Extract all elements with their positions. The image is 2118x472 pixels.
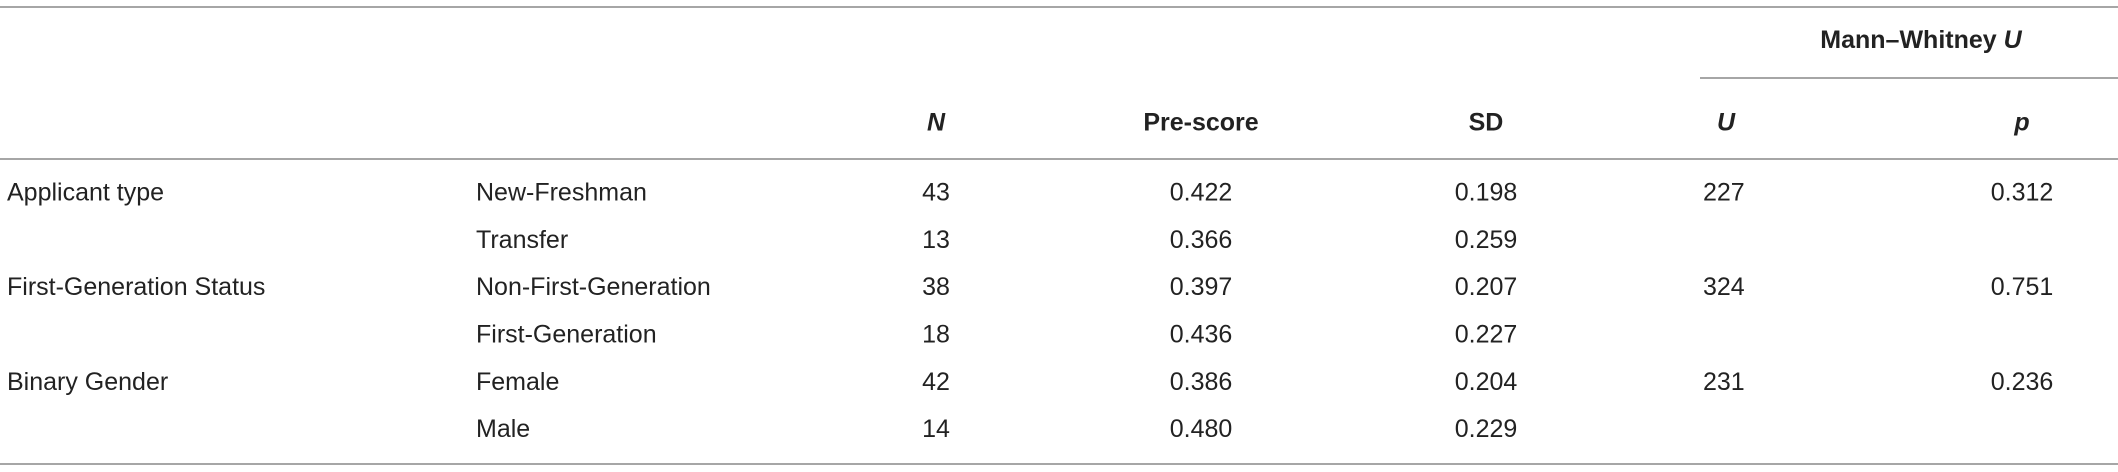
cell-n: 14: [922, 415, 950, 443]
cell-sd: 0.204: [1455, 368, 1518, 396]
cell-group: Applicant type: [7, 179, 164, 207]
cell-p: 0.751: [1991, 273, 2054, 301]
cell-sd: 0.259: [1455, 226, 1518, 254]
cell-sd: 0.227: [1455, 321, 1518, 349]
cell-u: 231: [1703, 368, 1745, 396]
cell-n: 42: [922, 368, 950, 396]
cell-label: New-Freshman: [476, 179, 647, 207]
column-header: U: [1717, 109, 1736, 137]
cell-p: 0.236: [1991, 368, 2054, 396]
cell-pre: 0.366: [1170, 226, 1233, 254]
cell-pre: 0.480: [1170, 415, 1233, 443]
cell-sd: 0.207: [1455, 273, 1518, 301]
cell-pre: 0.386: [1170, 368, 1233, 396]
cell-label: Female: [476, 368, 559, 396]
cell-pre: 0.422: [1170, 179, 1233, 207]
cell-u: 227: [1703, 179, 1745, 207]
cell-label: Male: [476, 415, 530, 443]
cell-n: 38: [922, 273, 950, 301]
cell-sd: 0.198: [1455, 179, 1518, 207]
cell-label: Transfer: [476, 226, 568, 254]
cell-n: 18: [922, 321, 950, 349]
cell-pre: 0.436: [1170, 321, 1233, 349]
cell-pre: 0.397: [1170, 273, 1233, 301]
cell-u: 324: [1703, 273, 1745, 301]
cell-label: First-Generation: [476, 321, 657, 349]
column-header: N: [927, 109, 946, 137]
cell-group: First-Generation Status: [7, 273, 265, 301]
group-header: Mann–Whitney U: [1820, 26, 2022, 54]
cell-group: Binary Gender: [7, 368, 168, 396]
column-header: p: [2013, 109, 2029, 137]
cell-n: 43: [922, 179, 950, 207]
cell-n: 13: [922, 226, 950, 254]
column-header: SD: [1469, 109, 1504, 137]
group-header-label: Mann–Whitney: [1820, 26, 1996, 54]
group-header-symbol: U: [2004, 26, 2023, 54]
cell-label: Non-First-Generation: [476, 273, 711, 301]
cell-sd: 0.229: [1455, 415, 1518, 443]
column-header: Pre-score: [1143, 109, 1258, 137]
cell-p: 0.312: [1991, 179, 2054, 207]
